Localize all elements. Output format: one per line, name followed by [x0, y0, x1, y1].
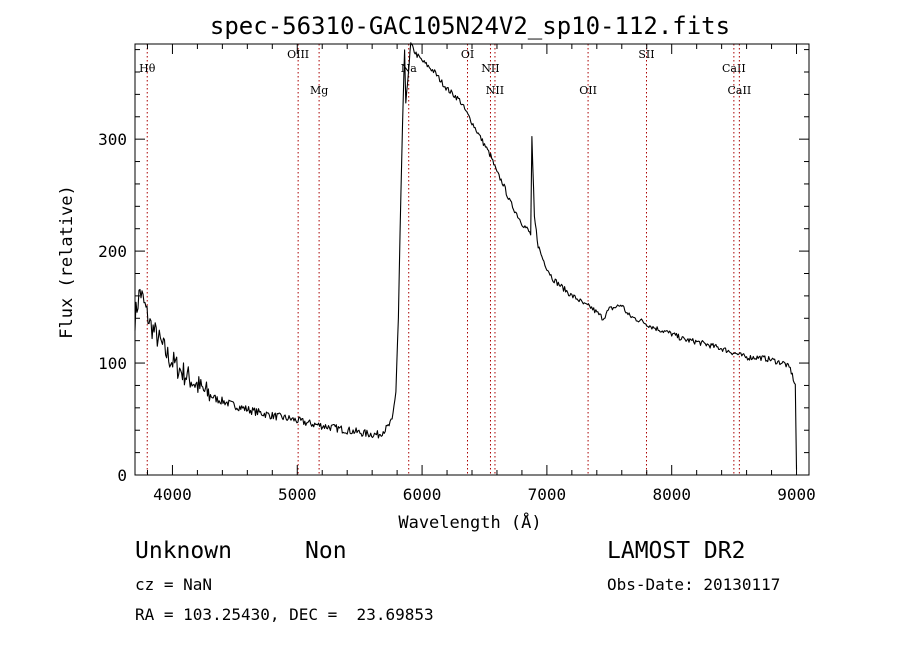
- x-tick-label: 5000: [278, 485, 317, 504]
- x-tick-label: 8000: [652, 485, 691, 504]
- y-axis-label: Flux (relative): [57, 185, 77, 339]
- line-label-0: Hθ: [139, 62, 156, 75]
- line-label-4: OI: [461, 48, 474, 61]
- y-tick-label: 300: [98, 130, 127, 149]
- chart-title: spec-56310-GAC105N24V2_sp10-112.fits: [210, 12, 730, 40]
- survey-name: LAMOST DR2: [607, 538, 746, 564]
- line-label-7: OII: [579, 84, 597, 97]
- line-label-1: OIII: [287, 48, 309, 61]
- spectrum-series-0: [134, 42, 798, 470]
- y-tick-label: 100: [98, 354, 127, 373]
- redshift-value: cz = NaN: [135, 575, 213, 594]
- y-tick-label: 0: [117, 466, 127, 485]
- x-tick-label: 9000: [777, 485, 816, 504]
- observation-date: Obs-Date: 20130117: [607, 575, 781, 594]
- x-tick-label: 4000: [153, 485, 192, 504]
- y-tick-label: 200: [98, 242, 127, 261]
- line-label-5: NII: [481, 62, 499, 75]
- plot-frame: [134, 43, 810, 476]
- object-class: Non: [305, 538, 347, 564]
- x-axis-label: Wavelength (Å): [398, 511, 541, 533]
- object-type: Unknown: [135, 538, 232, 564]
- x-tick-label: 7000: [528, 485, 567, 504]
- line-label-9: CaII: [722, 62, 746, 75]
- line-label-8: SII: [638, 48, 654, 61]
- coordinates: RA = 103.25430, DEC = 23.69853: [135, 605, 434, 624]
- line-label-10: CaII: [728, 84, 752, 97]
- x-tick-label: 6000: [403, 485, 442, 504]
- line-label-6: NII: [486, 84, 504, 97]
- line-label-2: Mg: [310, 84, 328, 97]
